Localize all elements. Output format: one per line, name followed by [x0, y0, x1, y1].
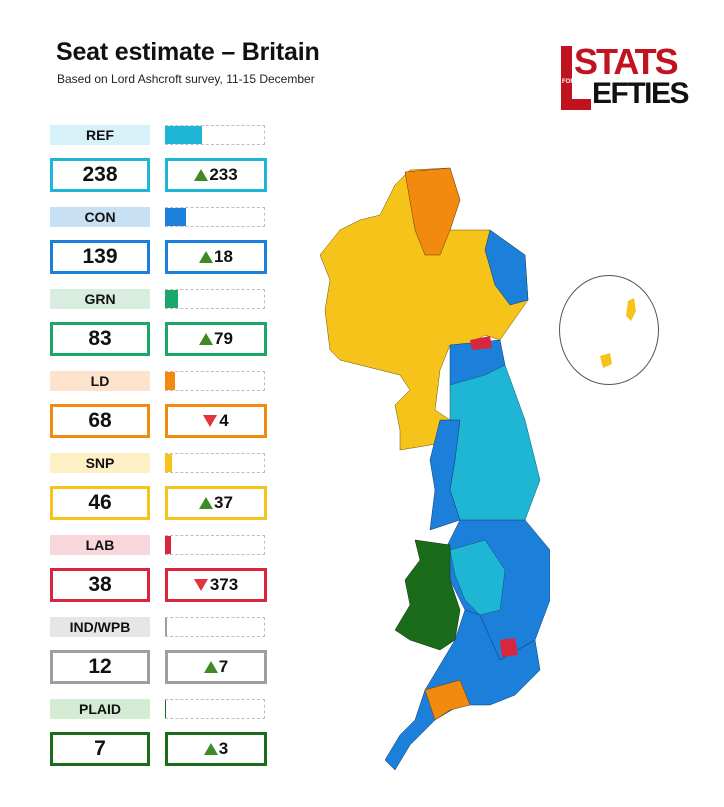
seat-bar-track-plaid — [165, 699, 265, 719]
seat-bar-grn — [165, 290, 178, 308]
arrow-down-icon — [203, 415, 217, 427]
arrow-up-icon — [194, 169, 208, 181]
seat-bar-track-con — [165, 207, 265, 227]
seat-bar-track-ld — [165, 371, 265, 391]
seat-change-value: 79 — [214, 329, 233, 348]
seat-change-value: 37 — [214, 493, 233, 512]
seat-change-con: 18 — [165, 240, 267, 274]
page-subtitle: Based on Lord Ashcroft survey, 11-15 Dec… — [57, 72, 315, 86]
seat-change-snp: 37 — [165, 486, 267, 520]
party-label-plaid: PLAID — [50, 699, 150, 719]
party-label-ref: REF — [50, 125, 150, 145]
seat-change-value: 18 — [214, 247, 233, 266]
logo-stats-text: STATS — [574, 44, 677, 80]
seat-change-value: 4 — [219, 411, 228, 430]
seat-count-con: 139 — [50, 240, 150, 274]
england-north — [450, 365, 540, 530]
london-area — [500, 638, 518, 657]
seat-change-ref: 233 — [165, 158, 267, 192]
seat-count-snp: 46 — [50, 486, 150, 520]
seat-change-plaid: 3 — [165, 732, 267, 766]
seat-bar-track-indwpb — [165, 617, 265, 637]
seat-count-grn: 83 — [50, 322, 150, 356]
party-label-ld: LD — [50, 371, 150, 391]
seat-bar-ref — [165, 126, 202, 144]
seat-bar-ld — [165, 372, 175, 390]
seat-count-indwpb: 12 — [50, 650, 150, 684]
stats-for-lefties-logo: FOR STATS EFTIES — [561, 46, 656, 112]
seat-bar-track-ref — [165, 125, 265, 145]
seat-change-grn: 79 — [165, 322, 267, 356]
britain-constituency-map — [300, 160, 550, 780]
seat-change-indwpb: 7 — [165, 650, 267, 684]
seat-count-plaid: 7 — [50, 732, 150, 766]
seat-count-ld: 68 — [50, 404, 150, 438]
seat-change-value: 233 — [209, 165, 237, 184]
seat-bar-con — [165, 208, 186, 226]
arrow-up-icon — [204, 661, 218, 673]
arrow-down-icon — [194, 579, 208, 591]
seat-bar-track-grn — [165, 289, 265, 309]
seat-change-lab: 373 — [165, 568, 267, 602]
seat-bar-indwpb — [165, 618, 167, 636]
party-label-indwpb: IND/WPB — [50, 617, 150, 637]
arrow-up-icon — [199, 251, 213, 263]
seat-change-value: 373 — [210, 575, 238, 594]
seat-bar-track-lab — [165, 535, 265, 555]
seat-bar-plaid — [165, 700, 166, 718]
logo-lefties-text: EFTIES — [592, 79, 688, 109]
seat-bar-track-snp — [165, 453, 265, 473]
party-label-grn: GRN — [50, 289, 150, 309]
page-title: Seat estimate – Britain — [56, 38, 320, 67]
arrow-up-icon — [204, 743, 218, 755]
party-label-snp: SNP — [50, 453, 150, 473]
seat-bar-snp — [165, 454, 172, 472]
seat-change-ld: 4 — [165, 404, 267, 438]
seat-change-value: 7 — [219, 657, 228, 676]
party-label-con: CON — [50, 207, 150, 227]
seat-count-ref: 238 — [50, 158, 150, 192]
wales-region — [395, 540, 460, 650]
seat-change-value: 3 — [219, 739, 228, 758]
arrow-up-icon — [199, 333, 213, 345]
shetland-inset-map — [559, 275, 659, 385]
arrow-up-icon — [199, 497, 213, 509]
logo-for-text: FOR — [562, 79, 571, 86]
seat-bar-lab — [165, 536, 171, 554]
party-label-lab: LAB — [50, 535, 150, 555]
seat-count-lab: 38 — [50, 568, 150, 602]
shetland-islands — [626, 298, 636, 321]
orkney-islands — [600, 353, 612, 368]
